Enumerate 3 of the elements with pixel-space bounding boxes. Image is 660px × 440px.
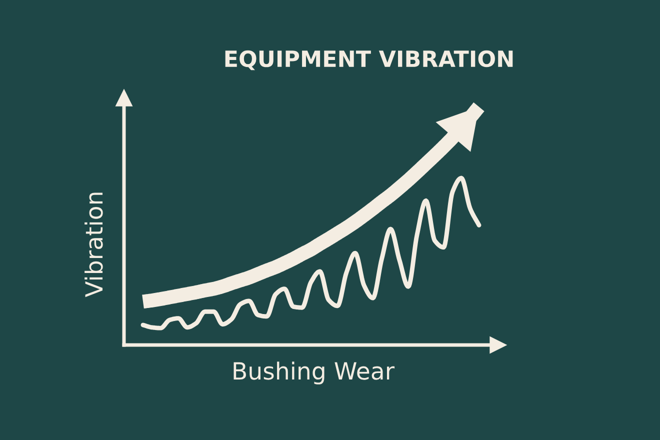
x-axis-title: Bushing Wear: [234, 362, 395, 384]
y-axis-title: Vibration: [84, 192, 103, 298]
chart-title: EQUIPMENT VIBRATION: [225, 50, 513, 70]
